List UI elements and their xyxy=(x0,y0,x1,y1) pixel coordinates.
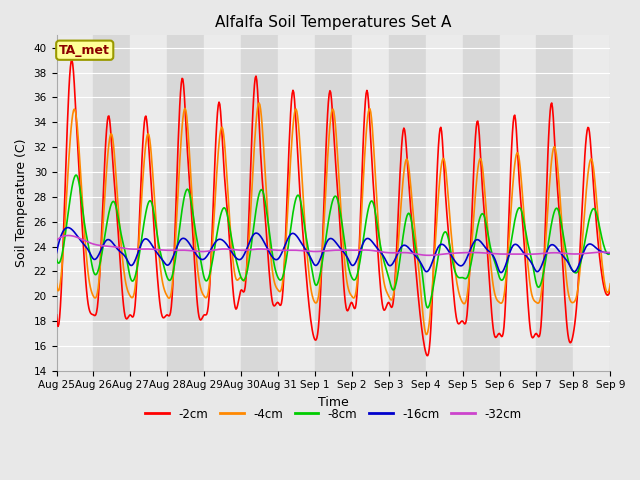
Bar xyxy=(611,36,640,371)
Bar xyxy=(278,36,315,371)
X-axis label: Time: Time xyxy=(318,396,349,409)
Bar xyxy=(131,36,167,371)
Title: Alfalfa Soil Temperatures Set A: Alfalfa Soil Temperatures Set A xyxy=(215,15,452,30)
Bar xyxy=(352,36,388,371)
Bar xyxy=(499,36,536,371)
Bar xyxy=(204,36,241,371)
Text: TA_met: TA_met xyxy=(60,44,110,57)
Bar xyxy=(93,36,131,371)
Bar xyxy=(573,36,611,371)
Y-axis label: Soil Temperature (C): Soil Temperature (C) xyxy=(15,139,28,267)
Bar xyxy=(315,36,352,371)
Bar xyxy=(167,36,204,371)
Bar xyxy=(388,36,426,371)
Bar xyxy=(536,36,573,371)
Legend: -2cm, -4cm, -8cm, -16cm, -32cm: -2cm, -4cm, -8cm, -16cm, -32cm xyxy=(141,403,526,425)
Bar xyxy=(426,36,463,371)
Bar xyxy=(241,36,278,371)
Bar xyxy=(463,36,499,371)
Bar xyxy=(56,36,93,371)
